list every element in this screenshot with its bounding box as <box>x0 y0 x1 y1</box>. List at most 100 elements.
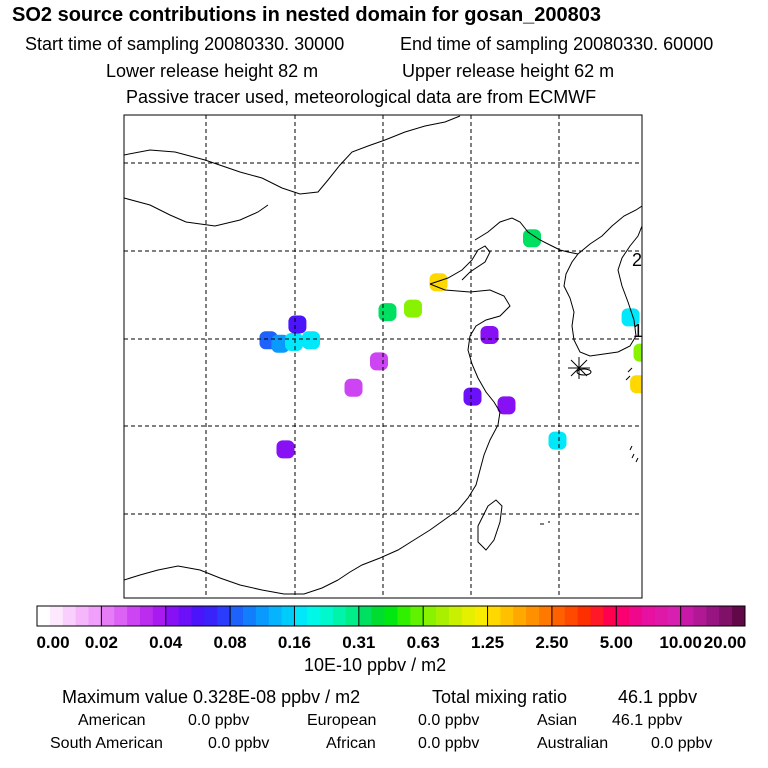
colorbar-bin <box>539 606 553 626</box>
colorbar-bin <box>487 606 501 626</box>
region-value: 0.0 ppbv <box>651 735 713 752</box>
colorbar-bin <box>320 606 334 626</box>
tracer-note: Passive tracer used, meteorological data… <box>126 87 597 107</box>
colorbar-bin <box>732 606 746 626</box>
border-mongolia <box>124 115 461 195</box>
colorbar-tick-label: 5.00 <box>600 633 633 652</box>
region-value: 0.0 ppbv <box>418 735 480 752</box>
colorbar-bin <box>706 606 720 626</box>
total-mixing-value: 46.1 ppbv <box>618 687 698 707</box>
max-value-label: Maximum value 0.328E-08 ppbv / m2 <box>62 687 361 707</box>
colorbar-bin <box>577 606 592 626</box>
plume-cell <box>642 324 660 342</box>
colorbar-bin <box>719 606 733 626</box>
site-label-1: 1 <box>633 321 643 341</box>
graticule <box>124 115 642 598</box>
colorbar-bin <box>230 606 244 626</box>
coast-shandong <box>429 283 511 337</box>
upper-release-label: Upper release height 62 m <box>402 61 615 81</box>
plume-cell <box>271 334 290 353</box>
colorbar-bin <box>62 606 77 626</box>
plume-cell <box>523 229 541 248</box>
receptor-asterisk <box>568 357 590 379</box>
plume-cell <box>344 378 363 397</box>
colorbar-bin <box>448 606 463 626</box>
colorbar-bin <box>255 606 270 626</box>
plume-cell <box>285 333 303 352</box>
colorbar-tick-label: 0.63 <box>407 633 440 652</box>
region-value: 46.1 ppbv <box>612 712 683 729</box>
coast-south <box>124 565 339 595</box>
region-name: Australian <box>537 735 609 752</box>
region-value: 0.0 ppbv <box>208 735 270 752</box>
colorbar-bin <box>127 606 141 626</box>
colorbar-bin <box>165 606 180 626</box>
colorbar-bin <box>642 606 656 626</box>
region-value: 0.0 ppbv <box>418 712 480 729</box>
colorbar-bin <box>500 606 514 626</box>
colorbar-tick-label: 1.25 <box>471 633 504 652</box>
colorbar-tick-label: 10.00 <box>659 633 702 652</box>
colorbar-bin <box>423 606 437 626</box>
colorbar-bin <box>384 606 398 626</box>
region-name: African <box>326 735 376 752</box>
coast-korea-west <box>563 225 642 357</box>
plume-cell <box>463 387 482 406</box>
colorbar-bin <box>75 606 89 626</box>
colorbar-tick-label: 2.50 <box>535 633 568 652</box>
colorbar-bin <box>345 606 360 626</box>
plume-layer <box>259 229 660 459</box>
colorbar-bin <box>436 606 450 626</box>
colorbar-bin <box>217 606 231 626</box>
lower-release-label: Lower release height 82 m <box>106 61 319 81</box>
map-panel <box>124 115 660 598</box>
region-value: 0.0 ppbv <box>188 712 250 729</box>
colorbar-bin <box>513 606 527 626</box>
colorbar-bin <box>693 606 707 626</box>
colorbar-frame <box>36 605 746 627</box>
colorbar-bin <box>371 606 386 626</box>
end-time-label: End time of sampling 20080330. 60000 <box>400 34 714 54</box>
region-name: American <box>78 712 146 729</box>
colorbar-tick-label: 0.04 <box>149 633 183 652</box>
colorbar-bin <box>294 606 308 626</box>
jeju-island <box>576 368 592 376</box>
colorbar-bin <box>204 606 218 626</box>
colorbar-bin <box>178 606 192 626</box>
colorbar <box>36 605 746 627</box>
colorbar-bin <box>526 606 540 626</box>
taiwan-island <box>477 499 503 551</box>
islands <box>540 367 639 525</box>
colorbar-bin <box>590 606 604 626</box>
coast-east-china <box>337 335 501 581</box>
border-northwest <box>124 197 269 227</box>
plume-cell <box>630 375 642 394</box>
plume-cell <box>621 308 640 327</box>
colorbar-ticks: 0.00 0.02 0.04 0.08 0.16 0.31 0.63 1.25 2.50 5.00… <box>36 633 746 652</box>
plume-cell <box>288 315 307 334</box>
region-name: Asian <box>537 712 578 729</box>
colorbar-bin <box>101 606 115 626</box>
colorbar-bin <box>474 606 489 626</box>
plume-cell <box>642 365 660 383</box>
map-frame <box>123 114 643 599</box>
colorbar-bin <box>242 606 257 626</box>
colorbar-bin <box>268 606 283 626</box>
colorbar-bin <box>564 606 579 626</box>
colorbar-bin <box>114 606 128 626</box>
colorbar-bin <box>191 606 205 626</box>
page-title: SO2 source contributions in nested domai… <box>12 4 602 26</box>
plume-cell <box>497 396 516 415</box>
region-name: South American <box>50 735 163 752</box>
colorbar-tick-label: 0.08 <box>214 633 247 652</box>
colorbar-bin <box>680 606 695 626</box>
colorbar-bin <box>333 606 347 626</box>
colorbar-bin <box>629 606 643 626</box>
colorbar-bin <box>654 606 669 626</box>
coast-korea-north <box>577 205 642 255</box>
colorbar-tick-label: 0.02 <box>85 633 118 652</box>
plume-cell <box>404 299 422 318</box>
start-time-label: Start time of sampling 20080330. 30000 <box>25 34 345 54</box>
colorbar-bin <box>461 606 476 626</box>
colorbar-bin <box>397 606 411 626</box>
